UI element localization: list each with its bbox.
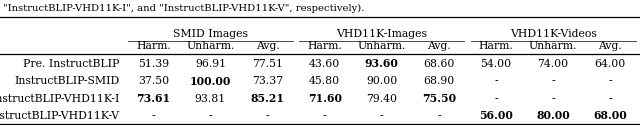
Text: -: - (551, 76, 555, 86)
Text: 68.90: 68.90 (423, 76, 454, 86)
Text: 56.00: 56.00 (479, 110, 513, 122)
Text: "InstructBLIP-VHD11K-I", and "InstructBLIP-VHD11K-V", respectively).: "InstructBLIP-VHD11K-I", and "InstructBL… (3, 4, 365, 13)
Text: -: - (380, 111, 383, 121)
Text: Avg.: Avg. (427, 41, 451, 51)
Text: Unharm.: Unharm. (186, 41, 235, 51)
Text: -: - (323, 111, 326, 121)
Text: Unharm.: Unharm. (529, 41, 577, 51)
Text: 93.81: 93.81 (195, 94, 226, 104)
Text: InstructBLIP-VHD11K-I: InstructBLIP-VHD11K-I (0, 94, 120, 104)
Text: Unharm.: Unharm. (358, 41, 406, 51)
Text: 43.60: 43.60 (309, 59, 340, 69)
Text: Harm.: Harm. (307, 41, 342, 51)
Text: 90.00: 90.00 (366, 76, 397, 86)
Text: 73.61: 73.61 (136, 93, 170, 104)
Text: 74.00: 74.00 (538, 59, 568, 69)
Text: -: - (437, 111, 441, 121)
Text: Avg.: Avg. (256, 41, 280, 51)
Text: -: - (152, 111, 155, 121)
Text: 64.00: 64.00 (595, 59, 626, 69)
Text: 71.60: 71.60 (308, 93, 342, 104)
Text: Harm.: Harm. (479, 41, 513, 51)
Text: -: - (209, 111, 212, 121)
Text: 51.39: 51.39 (138, 59, 169, 69)
Text: -: - (609, 94, 612, 104)
Text: 54.00: 54.00 (481, 59, 511, 69)
Text: 85.21: 85.21 (250, 93, 285, 104)
Text: InstructBLIP-VHD11K-V: InstructBLIP-VHD11K-V (0, 111, 120, 121)
Text: -: - (494, 76, 498, 86)
Text: VHD11K-Images: VHD11K-Images (336, 29, 428, 39)
Text: 80.00: 80.00 (536, 110, 570, 122)
Text: 73.37: 73.37 (252, 76, 283, 86)
Text: 68.60: 68.60 (423, 59, 454, 69)
Text: Avg.: Avg. (598, 41, 622, 51)
Text: -: - (551, 94, 555, 104)
Text: -: - (494, 94, 498, 104)
Text: 77.51: 77.51 (252, 59, 283, 69)
Text: InstructBLIP-SMID: InstructBLIP-SMID (15, 76, 120, 86)
Text: Harm.: Harm. (136, 41, 171, 51)
Text: VHD11K-Videos: VHD11K-Videos (509, 29, 596, 39)
Text: 45.80: 45.80 (309, 76, 340, 86)
Text: 75.50: 75.50 (422, 93, 456, 104)
Text: Pre. InstructBLIP: Pre. InstructBLIP (23, 59, 120, 69)
Text: 37.50: 37.50 (138, 76, 169, 86)
Text: 79.40: 79.40 (366, 94, 397, 104)
Text: 100.00: 100.00 (190, 76, 231, 87)
Text: SMID Images: SMID Images (173, 29, 248, 39)
Text: 93.60: 93.60 (365, 58, 399, 69)
Text: -: - (609, 76, 612, 86)
Text: 68.00: 68.00 (593, 110, 627, 122)
Text: -: - (266, 111, 269, 121)
Text: 96.91: 96.91 (195, 59, 226, 69)
